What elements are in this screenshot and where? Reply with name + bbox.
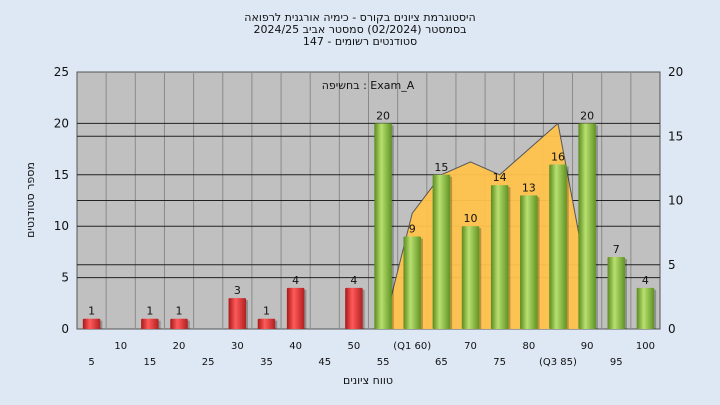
bar-value-label: 20 [376,109,390,122]
bar-pass [578,123,596,330]
bar-fail [345,287,363,329]
bar-pass [432,174,451,329]
bar-value-label: 1 [146,305,153,318]
x-tick-label: 55 [377,357,390,368]
x-tick-label: 5 [88,357,94,368]
x-tick-label: 45 [318,357,331,368]
x-tick-label: 70 [464,341,477,352]
y-tick-label: 5 [61,271,69,285]
bar-value-label: 13 [522,181,536,194]
y-tick-label: 0 [61,322,69,336]
x-tick-label: 80 [522,341,535,352]
cumulative-area-outline [382,122,588,330]
x-tick-label: 75 [493,357,506,368]
x-tick-label: (Q1 60) [393,341,431,352]
x-tick-label: (Q3 85) [539,357,577,368]
y-axis-label: מספר סטודנטים [24,162,37,238]
y2-tick-label: 15 [668,129,683,143]
bar-pass [520,195,538,329]
y-tick-label: 10 [54,219,69,233]
bar-fail [228,298,247,329]
y-tick-label: 15 [54,168,69,182]
chart-header-line-3: סטודנטים רשומים - 147 [302,35,418,48]
x-tick-label: 30 [231,341,244,352]
bar-pass [374,123,392,330]
chart-header-line-2: בסמסטר (02/2024) סמסטר אביב 2024/25 [253,23,467,36]
bar-fail [82,318,101,329]
x-tick-label: 100 [636,341,655,352]
bar-fail [286,287,305,329]
y-tick-label: 20 [54,116,69,130]
x-tick-label: 40 [289,341,302,352]
bar-value-label: 1 [88,305,95,318]
x-tick-label: 95 [610,357,623,368]
y-tick-label: 25 [54,65,69,79]
bar-pass [403,236,421,329]
x-axis-label: טווח ציונים [343,374,393,387]
axes: 051015202505101520510152025303540455055(… [54,65,684,368]
bar-value-label: 10 [464,212,478,225]
bar-value-label: 15 [434,161,448,174]
bar-fail [141,318,159,329]
bar-pass [636,287,655,329]
bar-value-label: 14 [493,171,507,184]
bar-value-label: 4 [292,274,299,287]
y2-tick-label: 10 [668,194,683,208]
y2-tick-label: 5 [668,258,676,272]
x-tick-label: 20 [173,341,186,352]
bar-value-label: 4 [642,274,649,287]
bar-value-label: 20 [580,109,594,122]
bar-value-label: 9 [409,222,416,235]
x-tick-label: 90 [581,341,594,352]
chart-header-line-1: היסטוגרמת ציונים בקורס - כימיה אורגנית ל… [244,11,476,24]
bar-pass [607,257,626,329]
x-tick-label: 65 [435,357,448,368]
exam-annotation: בחשיפה : Exam_A [322,79,415,92]
y2-tick-label: 20 [668,65,683,79]
x-tick-label: 35 [260,357,273,368]
x-tick-label: 25 [202,357,215,368]
bar-value-label: 7 [613,243,620,256]
bar-value-label: 1 [176,305,183,318]
x-tick-label: 10 [114,341,127,352]
bar-fail [257,318,276,329]
bar-value-label: 16 [551,151,565,164]
y2-tick-label: 0 [668,322,676,336]
bar-pass [461,226,480,329]
x-tick-label: 15 [144,357,157,368]
x-tick-label: 50 [348,341,361,352]
bar-value-label: 3 [234,284,241,297]
bar-pass [490,185,509,329]
bar-value-label: 4 [350,274,357,287]
bar-pass [549,164,567,329]
bar-value-label: 1 [263,305,270,318]
bar-fail [170,318,188,329]
